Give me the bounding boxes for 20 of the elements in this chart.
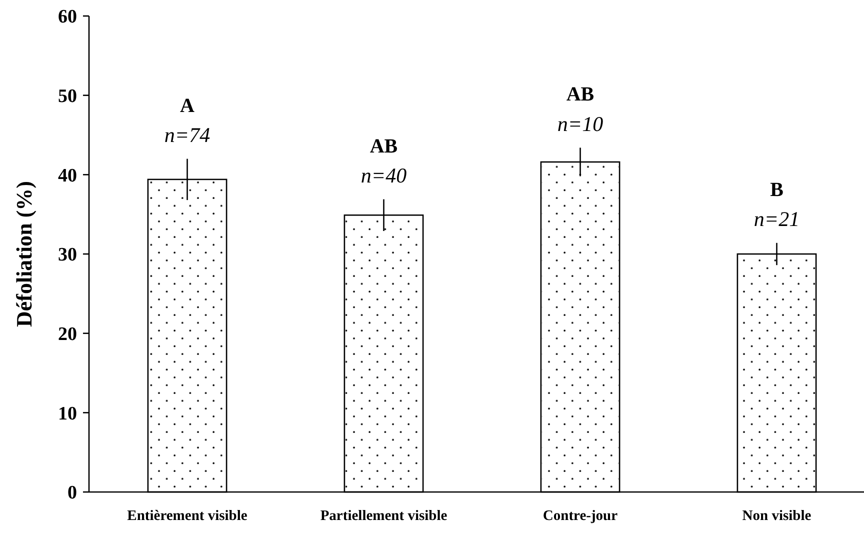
- annotation: n=74: [164, 123, 211, 148]
- annotation: n=21: [754, 207, 800, 232]
- x-tick-label: Partiellement visible: [320, 508, 448, 524]
- x-tick-label: Contre-jour: [542, 508, 618, 524]
- annotation: AB: [370, 135, 398, 158]
- y-tick-label: 50: [58, 86, 77, 107]
- annotation: n=10: [557, 112, 604, 136]
- annotation: A: [180, 94, 196, 117]
- y-tick-label: 0: [68, 482, 77, 504]
- y-tick-label: 30: [58, 244, 77, 266]
- y-tick-label: 20: [58, 324, 77, 345]
- x-tick-label: Non visible: [742, 508, 812, 524]
- y-tick-label: 60: [58, 6, 77, 28]
- annotation: n=40: [360, 164, 408, 188]
- x-tick-label: Entièrement visible: [127, 508, 248, 524]
- y-tick-label: 40: [58, 165, 77, 186]
- y-axis-title: Défoliation (%): [12, 180, 37, 328]
- annotation: B: [770, 178, 784, 201]
- annotation: AB: [566, 84, 594, 106]
- y-tick-label: 10: [58, 403, 77, 424]
